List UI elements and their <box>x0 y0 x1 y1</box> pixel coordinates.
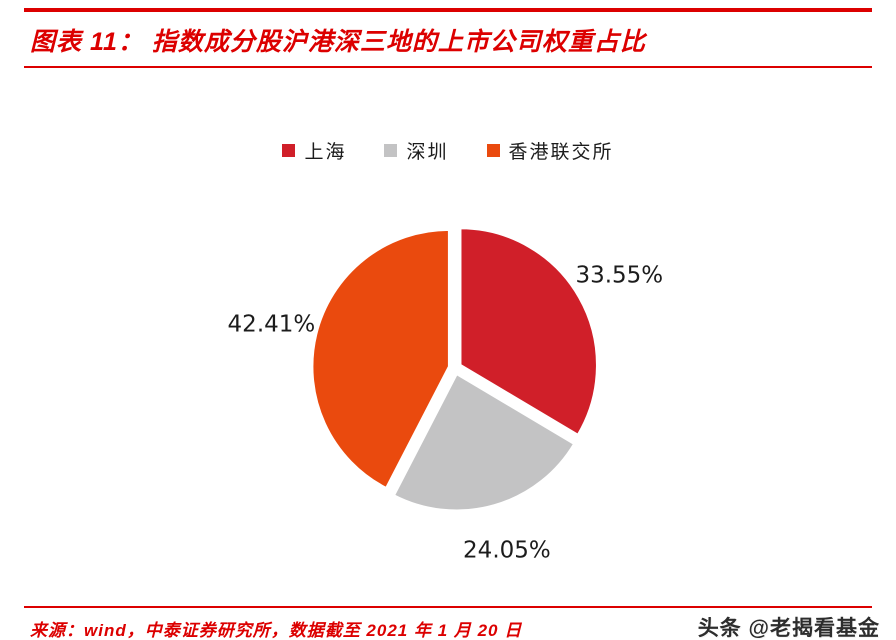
legend-label: 香港联交所 <box>508 141 614 163</box>
legend-label: 上海 <box>304 141 347 163</box>
header-bottom-rule <box>24 66 872 68</box>
legend-item-2: 香港联交所 <box>486 137 614 164</box>
legend-item-0: 上海 <box>282 137 346 164</box>
watermark-text: 头条 @老揭看基金 <box>697 617 880 640</box>
chart-legend: 上海 深圳 香港联交所 <box>0 136 896 164</box>
pie-label-0: 33.55% <box>575 263 663 289</box>
legend-label: 深圳 <box>406 141 449 163</box>
legend-item-1: 深圳 <box>384 137 448 164</box>
footer-top-rule <box>24 606 872 608</box>
pie-label-2: 42.41% <box>228 311 316 337</box>
legend-swatch-icon <box>282 143 296 157</box>
legend-swatch-icon <box>486 143 500 157</box>
legend-swatch-icon <box>384 143 398 157</box>
pie-slice-0 <box>458 226 599 437</box>
pie-label-1: 24.05% <box>463 538 551 564</box>
pie-slice-2 <box>310 228 451 490</box>
header-top-rule <box>24 8 872 12</box>
source-note: 来源：wind，中泰证券研究所，数据截至 2021 年 1 月 20 日 <box>30 621 523 640</box>
pie-slice-1 <box>392 372 576 513</box>
chart-title: 图表 11： 指数成分股沪港深三地的上市公司权重占比 <box>30 28 646 56</box>
